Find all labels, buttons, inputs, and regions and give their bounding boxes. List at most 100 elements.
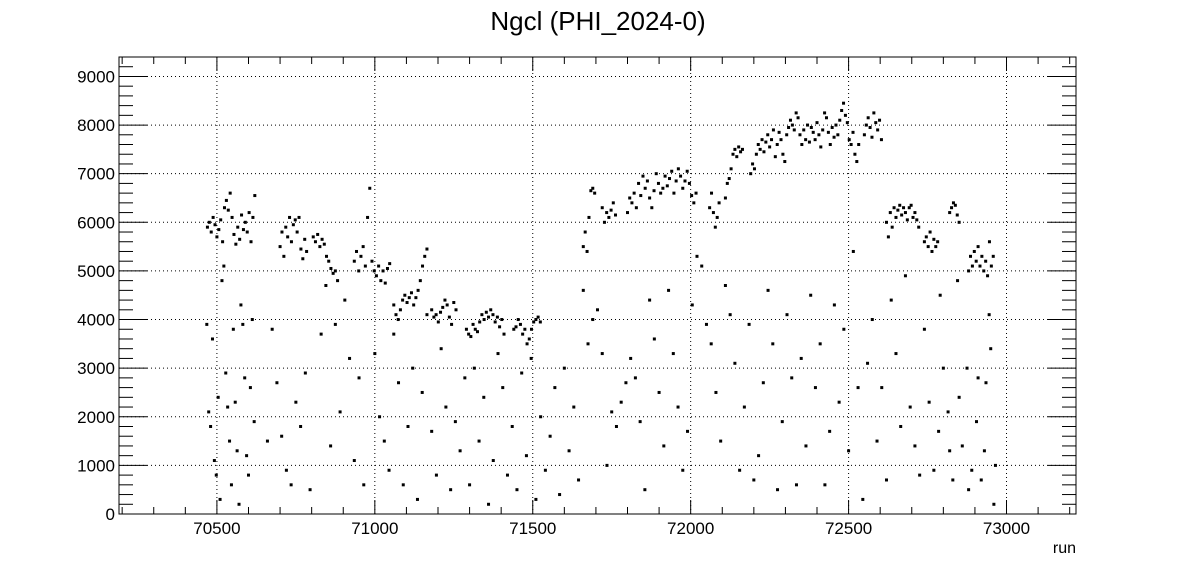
data-point bbox=[876, 128, 880, 132]
data-point bbox=[874, 121, 878, 125]
data-point bbox=[809, 293, 813, 297]
data-point bbox=[872, 111, 876, 115]
data-point bbox=[218, 497, 222, 501]
data-point bbox=[441, 305, 445, 309]
data-point bbox=[472, 366, 476, 370]
data-point bbox=[938, 293, 942, 297]
data-point bbox=[394, 313, 398, 317]
data-point bbox=[453, 420, 457, 424]
data-point bbox=[241, 228, 245, 232]
data-point bbox=[758, 147, 762, 151]
data-point bbox=[634, 206, 638, 210]
data-point bbox=[414, 296, 418, 300]
data-point bbox=[641, 174, 645, 178]
data-point bbox=[219, 218, 223, 222]
data-point bbox=[638, 420, 642, 424]
data-point bbox=[583, 230, 587, 234]
data-point bbox=[878, 118, 882, 122]
data-point bbox=[986, 274, 990, 278]
data-point bbox=[373, 352, 377, 356]
data-point bbox=[738, 468, 742, 472]
data-point bbox=[715, 215, 719, 219]
data-point bbox=[737, 145, 741, 149]
data-point bbox=[213, 223, 217, 227]
data-point bbox=[211, 215, 215, 219]
data-point bbox=[821, 128, 825, 132]
y-tick-label: 2000 bbox=[77, 408, 115, 427]
data-point bbox=[970, 264, 974, 268]
data-point bbox=[982, 269, 986, 273]
data-point bbox=[591, 186, 595, 190]
data-point bbox=[776, 488, 780, 492]
data-point bbox=[932, 468, 936, 472]
y-tick-label: 0 bbox=[106, 505, 115, 524]
data-point bbox=[723, 196, 727, 200]
data-point bbox=[956, 279, 960, 283]
data-point bbox=[915, 218, 919, 222]
data-point bbox=[624, 381, 628, 385]
data-point bbox=[868, 125, 872, 129]
data-point bbox=[870, 318, 874, 322]
data-point bbox=[905, 218, 909, 222]
data-point bbox=[487, 502, 491, 506]
data-point bbox=[228, 439, 232, 443]
data-point bbox=[909, 203, 913, 207]
data-point bbox=[471, 322, 475, 326]
x-tick-label: 73000 bbox=[983, 519, 1030, 538]
data-point bbox=[230, 215, 234, 219]
data-point bbox=[234, 242, 238, 246]
data-point bbox=[733, 147, 737, 151]
data-point bbox=[637, 181, 641, 185]
data-point bbox=[989, 264, 993, 268]
data-point bbox=[687, 181, 691, 185]
data-point bbox=[731, 152, 735, 156]
data-point bbox=[694, 191, 698, 195]
data-point bbox=[674, 179, 678, 183]
data-point bbox=[487, 315, 491, 319]
data-point bbox=[668, 177, 672, 181]
data-point bbox=[288, 215, 292, 219]
data-point bbox=[764, 140, 768, 144]
data-point bbox=[936, 240, 940, 244]
data-point bbox=[284, 468, 288, 472]
data-point bbox=[397, 381, 401, 385]
data-point bbox=[972, 249, 976, 253]
data-point bbox=[605, 463, 609, 467]
data-point bbox=[780, 420, 784, 424]
data-point bbox=[946, 410, 950, 414]
data-point bbox=[969, 254, 973, 258]
data-point bbox=[224, 371, 228, 375]
data-point bbox=[766, 288, 770, 292]
data-point bbox=[824, 116, 828, 120]
data-point bbox=[596, 308, 599, 312]
data-point bbox=[377, 264, 381, 268]
y-tick-label: 4000 bbox=[77, 311, 115, 330]
data-point bbox=[320, 237, 324, 241]
data-point bbox=[661, 186, 665, 190]
data-point bbox=[581, 245, 585, 249]
data-point bbox=[348, 356, 352, 360]
data-point bbox=[855, 160, 859, 164]
data-point bbox=[657, 390, 661, 394]
data-point bbox=[922, 240, 926, 244]
data-point bbox=[802, 128, 806, 132]
data-point bbox=[536, 315, 540, 319]
data-point bbox=[403, 293, 407, 297]
data-point bbox=[406, 424, 410, 428]
data-point bbox=[385, 266, 389, 270]
data-point bbox=[806, 123, 810, 127]
data-point bbox=[711, 211, 715, 215]
data-point bbox=[840, 108, 844, 112]
data-point bbox=[948, 449, 952, 453]
data-point bbox=[937, 429, 941, 433]
data-point bbox=[532, 320, 536, 324]
data-point bbox=[788, 118, 792, 122]
data-point bbox=[723, 284, 727, 287]
data-point bbox=[950, 206, 954, 210]
data-point bbox=[828, 429, 832, 433]
data-point bbox=[785, 133, 789, 137]
data-point bbox=[567, 449, 571, 453]
data-point bbox=[866, 116, 870, 120]
data-point bbox=[226, 405, 230, 409]
